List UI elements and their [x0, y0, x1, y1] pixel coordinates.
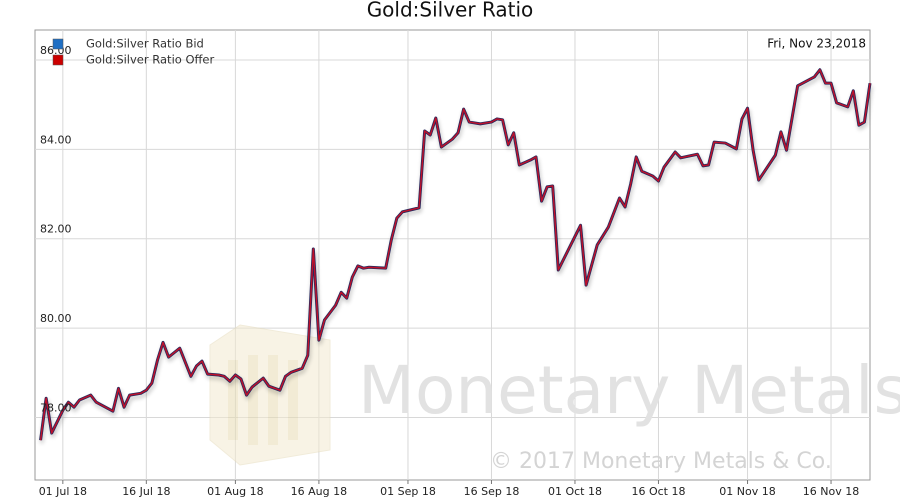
series-line	[39, 69, 871, 441]
legend-swatch	[52, 38, 64, 50]
x-tick-label: 16 Aug 18	[291, 485, 347, 498]
lines	[39, 68, 872, 441]
x-tick-label: 16 Sep 18	[464, 485, 520, 498]
legend-swatch	[52, 54, 64, 66]
y-tick-label: 78.00	[40, 401, 72, 414]
legend-label: Gold:Silver Ratio Bid	[86, 37, 204, 51]
legend-label: Gold:Silver Ratio Offer	[86, 53, 215, 67]
y-tick-label: 84.00	[40, 133, 72, 146]
x-tick-label: 01 Oct 18	[548, 485, 602, 498]
watermark-logo	[209, 324, 331, 466]
ticks: 78.00 80.00 82.00 84.00 86.00 01 Jul 18 16 Jul…	[39, 44, 860, 498]
x-tick-label: 01 Sep 18	[380, 485, 436, 498]
plot-area	[34, 29, 871, 481]
y-tick-label: 80.00	[40, 312, 72, 325]
x-tick-label: 16 Oct 18	[631, 485, 685, 498]
date-label: Fri, Nov 23,2018	[767, 37, 866, 51]
x-tick-label: 16 Nov 18	[803, 485, 859, 498]
x-tick-label: 01 Jul 18	[39, 485, 87, 498]
chart-title: Gold:Silver Ratio	[367, 0, 534, 22]
x-tick-label: 01 Aug 18	[207, 485, 263, 498]
legend: Gold:Silver Ratio Bid Gold:Silver Ratio O…	[52, 37, 215, 67]
x-tick-label: 01 Nov 18	[719, 485, 775, 498]
y-tick-label: 82.00	[40, 223, 72, 236]
watermark: Monetary Metals	[358, 352, 900, 429]
copyright: © 2017 Monetary Metals & Co.	[490, 449, 832, 474]
grid	[35, 30, 870, 480]
x-tick-label: 16 Jul 18	[122, 485, 170, 498]
y-tick-label: 86.00	[40, 44, 72, 57]
